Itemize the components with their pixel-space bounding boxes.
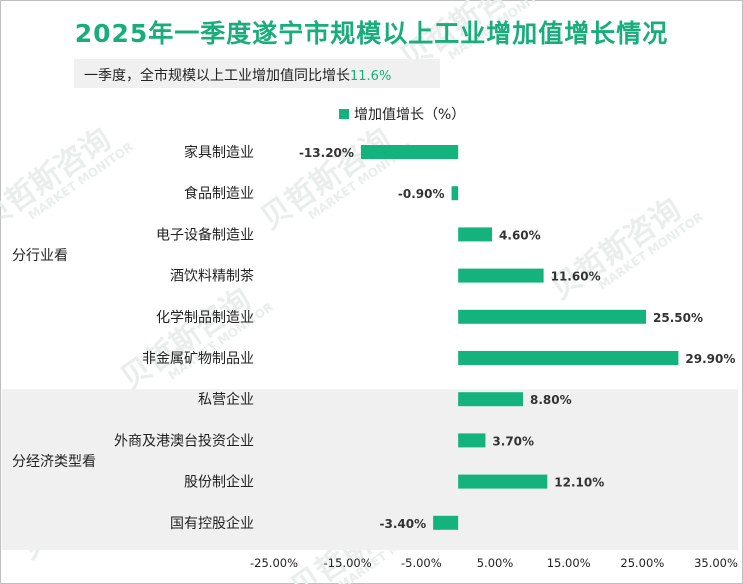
data-label: 29.90%: [685, 352, 735, 366]
category-label: 国有控股企业: [170, 515, 254, 532]
bar: [458, 227, 493, 242]
category-label: 非金属矿物制品业: [142, 351, 254, 367]
chart-title: 2025年一季度遂宁市规模以上工业增加值增长情况: [74, 19, 669, 48]
subtitle-prefix: 一季度，全市规模以上工业增加值同比增长: [84, 68, 350, 84]
x-tick-label: 35.00%: [694, 556, 738, 570]
legend-label: 增加值增长（%）: [354, 107, 466, 123]
x-tick-label: -25.00%: [250, 556, 298, 570]
x-tick-label: -15.00%: [324, 556, 372, 570]
group-label: 分行业看: [12, 248, 68, 264]
category-label: 外商及港澳台投资企业: [114, 432, 254, 449]
legend-swatch: [339, 109, 349, 119]
bar: [360, 145, 459, 159]
watermark-cn: 贝哲斯咨询: [0, 122, 117, 237]
data-label: -0.90%: [398, 187, 445, 201]
x-tick-label: -5.00%: [401, 556, 442, 570]
group-band-economic-type: [2, 389, 738, 550]
data-label: 25.50%: [653, 311, 703, 325]
subtitle-box: 一季度，全市规模以上工业增加值同比增长11.6%: [74, 59, 440, 88]
bar: [458, 268, 544, 283]
bar: [458, 433, 486, 448]
subtitle-value: 11.6%: [350, 69, 392, 84]
bar: [433, 515, 459, 530]
watermark-cn: 贝哲斯咨询: [255, 122, 398, 237]
category-label: 化学制品制造业: [156, 310, 254, 326]
x-tick-label: 5.00%: [477, 556, 514, 570]
x-axis-ticks: -25.00% -15.00% -5.00% 5.00% 15.00% 25.00% 35.…: [250, 556, 738, 570]
x-tick-label: 15.00%: [547, 556, 591, 570]
bars-layer: [360, 145, 679, 530]
legend: 增加值增长（%）: [339, 104, 465, 124]
bar: [458, 474, 548, 489]
data-label: 11.60%: [551, 270, 601, 284]
watermark-cn: 贝哲斯咨询: [115, 282, 258, 397]
watermark-cn: 贝哲斯咨询: [545, 192, 688, 307]
data-label: 8.80%: [530, 393, 572, 407]
data-label: -13.20%: [299, 146, 354, 160]
category-label: 食品制造业: [184, 185, 254, 202]
value-labels: -13.20% -0.90% 4.60% 11.60% 25.50% 29.90% 8.80…: [299, 146, 735, 531]
x-tick-label: 25.00%: [620, 556, 664, 570]
data-label: -3.40%: [379, 517, 426, 531]
bar: [451, 186, 459, 201]
category-label: 酒饮料精制茶: [170, 269, 254, 285]
category-labels: 家具制造业食品制造业电子设备制造业酒饮料精制茶化学制品制造业非金属矿物制品业私营…: [114, 144, 254, 532]
data-label: 4.60%: [499, 228, 541, 242]
data-label: 12.10%: [554, 476, 604, 490]
category-label: 股份制企业: [184, 474, 254, 491]
bar: [458, 392, 523, 407]
subtitle-text: 一季度，全市规模以上工业增加值同比增长11.6%: [84, 65, 391, 85]
bar: [458, 309, 647, 324]
group-label: 分经济类型看: [12, 454, 96, 470]
data-label: 3.70%: [492, 434, 534, 448]
bar: [458, 351, 679, 365]
category-label: 电子设备制造业: [156, 226, 254, 243]
category-label: 私营企业: [198, 391, 254, 408]
category-label: 家具制造业: [184, 144, 254, 161]
